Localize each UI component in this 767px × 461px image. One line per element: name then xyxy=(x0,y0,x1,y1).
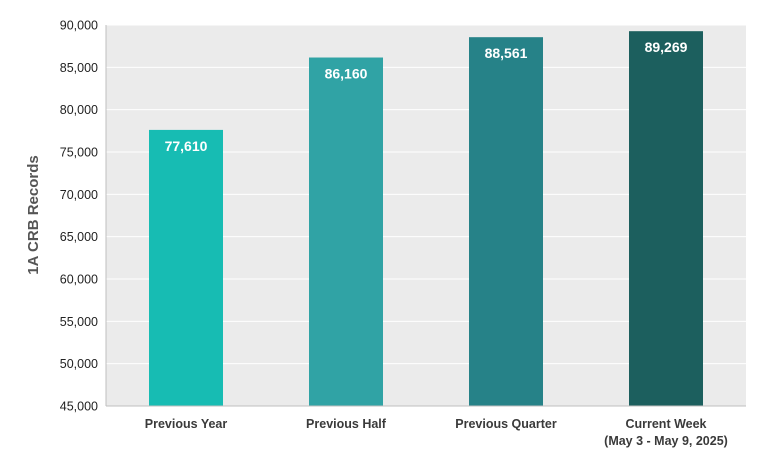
bar-value-label: 88,561 xyxy=(485,45,528,61)
y-tick-label: 65,000 xyxy=(60,230,98,244)
bar xyxy=(149,129,223,407)
y-tick-label: 75,000 xyxy=(60,146,98,160)
y-tick-label: 70,000 xyxy=(60,188,98,202)
y-tick-label: 85,000 xyxy=(60,61,98,75)
bar-value-label: 77,610 xyxy=(165,138,208,154)
y-axis-ticks: 45,000 50,000 55,000 60,000 65,000 70,000 75,0… xyxy=(60,19,98,414)
y-axis-title: 1A CRB Records xyxy=(25,155,42,274)
x-axis-categories: Previous Year Previous Half Previous Quart… xyxy=(145,417,728,448)
x-category-label: Previous Quarter xyxy=(455,417,557,431)
y-tick-label: 60,000 xyxy=(60,273,98,287)
x-category-label: (May 3 - May 9, 2025) xyxy=(604,434,728,448)
x-category-label: Previous Half xyxy=(306,417,387,431)
y-tick-label: 80,000 xyxy=(60,103,98,117)
bar xyxy=(629,31,703,406)
bar xyxy=(469,37,543,406)
x-category-label: Previous Year xyxy=(145,417,228,431)
y-tick-label: 90,000 xyxy=(60,19,98,33)
x-category-label: Current Week xyxy=(625,417,706,431)
y-tick-label: 55,000 xyxy=(60,315,98,329)
y-tick-label: 45,000 xyxy=(60,400,98,414)
bar-value-label: 89,269 xyxy=(645,39,688,55)
bars: 77,610 86,160 88,561 89,269 xyxy=(149,31,703,407)
bar-value-label: 86,160 xyxy=(325,66,368,82)
bar xyxy=(309,57,383,407)
y-tick-label: 50,000 xyxy=(60,357,98,371)
